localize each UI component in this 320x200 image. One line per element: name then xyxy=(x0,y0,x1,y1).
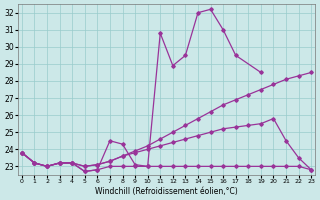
X-axis label: Windchill (Refroidissement éolien,°C): Windchill (Refroidissement éolien,°C) xyxy=(95,187,238,196)
